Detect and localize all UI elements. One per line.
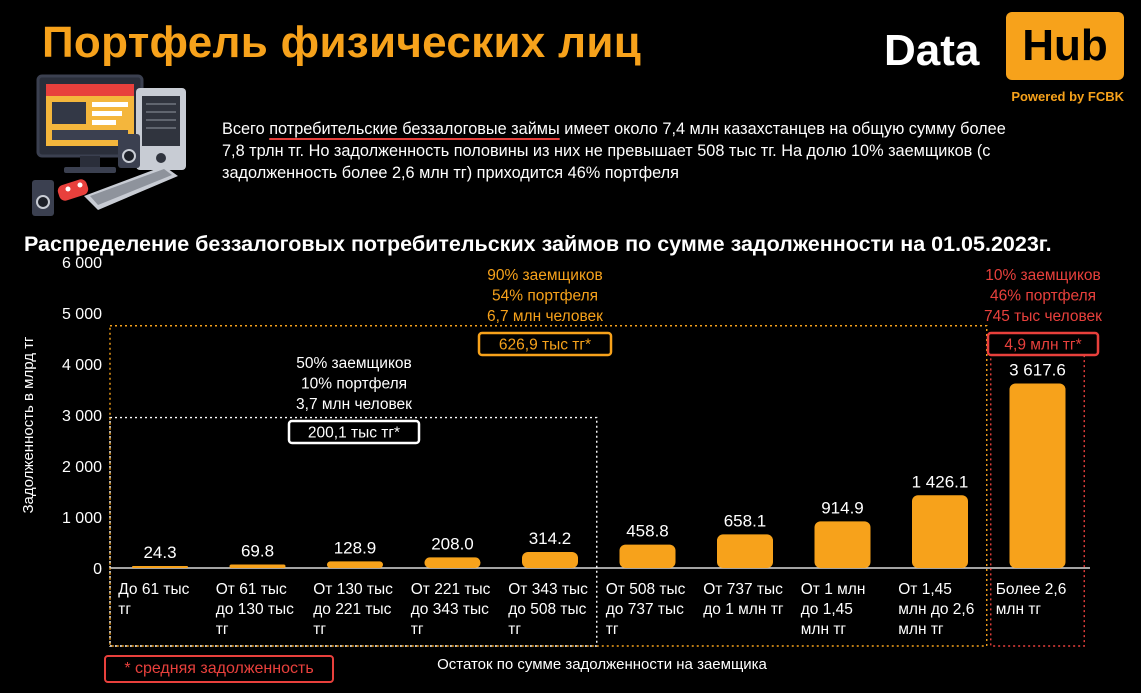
x-tick-label-8: От 1 млн: [801, 581, 866, 598]
bar-value-label-9: 1 426.1: [912, 472, 969, 491]
chart-title: Распределение беззалоговых потребительск…: [24, 232, 1052, 256]
annotation-badge-3: [986, 331, 1100, 357]
x-tick-label-2: до 130 тыс: [216, 601, 294, 618]
x-tick-label-8: млн тг: [801, 621, 847, 638]
x-tick-label-6: тг: [606, 621, 619, 638]
bar-2: [229, 564, 286, 568]
y-tick-label: 0: [93, 561, 102, 578]
x-tick-label-1: тг: [118, 601, 131, 618]
datahub-logo: Data Hub Powered by FCBK: [880, 12, 1124, 108]
x-tick-label-9: От 1,45: [898, 581, 952, 598]
y-tick-label: 2 000: [62, 459, 102, 476]
intro-text-highlight: потребительские беззалоговые займы: [269, 120, 560, 138]
x-tick-label-2: тг: [216, 621, 229, 638]
x-tick-label-5: От 343 тыс: [508, 581, 588, 598]
intro-text: Всего потребительские беззалоговые займы…: [222, 118, 1022, 184]
bar-6: [619, 544, 676, 568]
annotation-text-3: 10% заемщиков: [985, 267, 1101, 284]
x-tick-label-3: От 130 тыс: [313, 581, 393, 598]
logo-data-text: Data: [884, 26, 980, 75]
x-tick-label-7: От 737 тыс: [703, 581, 783, 598]
y-axis-title: Задолженность в млрд тг: [20, 336, 37, 514]
annotation-badge-2: [477, 331, 613, 357]
x-tick-label-4: до 343 тыс: [411, 601, 489, 618]
x-tick-label-5: тг: [508, 621, 521, 638]
x-tick-label-10: Более 2,6: [996, 581, 1067, 598]
annotation-badge-label-2: 626,9 тыс тг*: [499, 337, 591, 354]
intro-text-after: имеет около 7,4 млн казахстанцев на общу…: [222, 120, 1006, 182]
bar-value-label-5: 314.2: [529, 529, 572, 548]
x-tick-label-7: до 1 млн тг: [703, 601, 784, 618]
annotation-badge-label-3: 4,9 млн тг*: [1004, 337, 1081, 354]
annotation-text-2: 54% портфеля: [492, 288, 598, 305]
bar-7: [717, 534, 773, 568]
bar-value-label-8: 914.9: [821, 498, 864, 517]
x-tick-label-2: От 61 тыс: [216, 581, 287, 598]
bar-4: [424, 557, 481, 568]
annotation-badge-label-1: 200,1 тыс тг*: [308, 425, 400, 442]
annotation-text-2: 90% заемщиков: [487, 267, 603, 284]
annotation-text-3: 745 тыс человек: [984, 308, 1102, 325]
logo-powered-by: Powered by FCBK: [1011, 89, 1124, 104]
page-title: Портфель физических лиц: [42, 18, 642, 67]
bar-value-label-1: 24.3: [143, 543, 176, 562]
x-tick-label-1: До 61 тыс: [118, 581, 189, 598]
y-tick-label: 4 000: [62, 357, 102, 374]
bar-value-label-7: 658.1: [724, 511, 767, 530]
bar-value-label-4: 208.0: [431, 534, 474, 553]
bar-value-label-2: 69.8: [241, 541, 274, 560]
y-tick-label: 1 000: [62, 510, 102, 527]
x-tick-label-10: млн тг: [996, 601, 1042, 618]
x-axis-title: Остаток по сумме задолженности на заемщи…: [437, 656, 767, 673]
annotation-text-2: 6,7 млн человек: [487, 308, 603, 325]
bar-value-label-3: 128.9: [334, 538, 377, 557]
footnote-average-debt: * средняя задолженность: [104, 655, 334, 683]
x-tick-label-9: млн до 2,6: [898, 601, 974, 618]
computer-illustration-icon: [32, 74, 186, 216]
y-tick-label: 5 000: [62, 306, 102, 323]
bar-9: [912, 495, 968, 568]
x-tick-label-6: до 737 тыс: [606, 601, 684, 618]
x-tick-label-5: до 508 тыс: [508, 601, 586, 618]
y-tick-label: 6 000: [62, 255, 102, 272]
x-tick-label-8: до 1,45: [801, 601, 853, 618]
x-tick-label-4: От 221 тыс: [411, 581, 491, 598]
annotation-box-1: [109, 416, 598, 647]
bar-5: [522, 551, 578, 568]
bar-8: [814, 521, 871, 568]
annotation-box-2: [109, 325, 988, 647]
bar-value-label-10: 3 617.6: [1009, 361, 1066, 380]
x-tick-label-4: тг: [411, 621, 424, 638]
annotation-text-1: 50% заемщиков: [296, 355, 412, 372]
bar-10: [1009, 383, 1066, 568]
y-tick-label: 3 000: [62, 408, 102, 425]
x-tick-label-3: до 221 тыс: [313, 601, 391, 618]
annotation-text-1: 3,7 млн человек: [296, 396, 412, 413]
annotation-text-3: 46% портфеля: [990, 288, 1096, 305]
annotation-text-1: 10% портфеля: [301, 376, 407, 393]
annotation-badge-1: [287, 419, 421, 445]
bar-3: [327, 561, 383, 568]
x-tick-label-6: От 508 тыс: [606, 581, 686, 598]
bar-value-label-6: 458.8: [626, 522, 669, 541]
x-tick-label-3: тг: [313, 621, 326, 638]
logo-hub-text: Hub: [1006, 12, 1124, 80]
bar-1: [132, 566, 188, 568]
intro-text-before: Всего: [222, 120, 270, 138]
x-tick-label-9: млн тг: [898, 621, 944, 638]
